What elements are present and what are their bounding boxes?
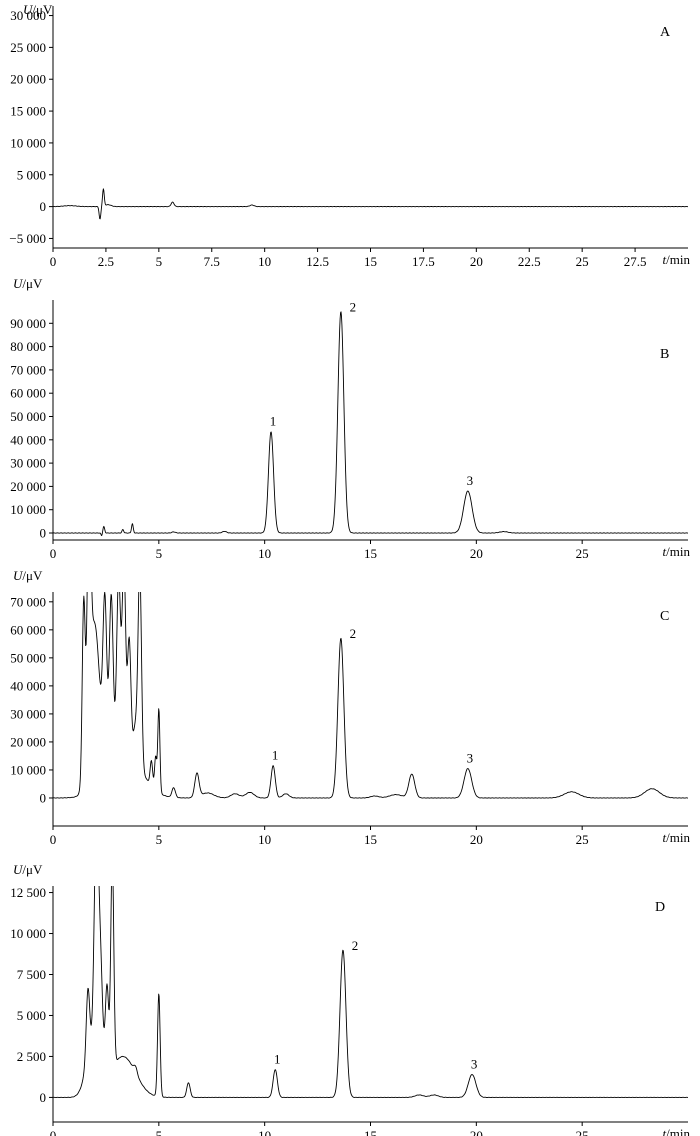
x-tick-label: 20: [470, 832, 483, 847]
x-tick-label: 7.5: [204, 254, 220, 269]
peak-label-2: 2: [350, 626, 357, 641]
peak-label-2: 2: [350, 300, 357, 315]
y-tick-label: 7 500: [17, 967, 46, 982]
y-tick-label: 2 500: [17, 1049, 46, 1064]
x-tick-label: 15: [364, 546, 377, 561]
x-tick-label: 0: [50, 546, 57, 561]
y-tick-label: 20 000: [10, 734, 46, 749]
chart-panel-d: 0 2 500 5 000 7 500 10 000 12 500 0 5 10 15 20 25 U/…: [10, 862, 691, 1136]
chart-panel-a: −5 000 0 5 000 10 000 15 000 20 000 25 000 30 0…: [9, 2, 690, 269]
y-tick-label: 10 000: [10, 502, 46, 517]
y-tick-label: −5 000: [9, 231, 46, 246]
x-tick-label: 15: [364, 1128, 377, 1136]
x-tick-label: 25: [576, 546, 589, 561]
y-tick-label: 10 000: [10, 926, 46, 941]
y-axis-label: U/μV: [13, 568, 43, 583]
y-tick-label: 80 000: [10, 339, 46, 354]
x-tick-label: 10: [258, 546, 271, 561]
x-tick-label: 20: [470, 1128, 483, 1136]
y-tick-label: 0: [40, 199, 47, 214]
peak-label-2: 2: [352, 938, 359, 953]
y-tick-label: 40 000: [10, 678, 46, 693]
x-axis-label: t/min: [663, 252, 691, 267]
y-tick-label: 60 000: [10, 386, 46, 401]
y-tick-label: 90 000: [10, 316, 46, 331]
y-tick-label: 20 000: [10, 479, 46, 494]
x-tick-label: 25: [576, 832, 589, 847]
y-tick-label: 5 000: [17, 1008, 46, 1023]
x-tick-label: 5: [156, 832, 163, 847]
x-tick-label: 12.5: [306, 254, 329, 269]
y-tick-label: 20 000: [10, 72, 46, 87]
peak-label-3: 3: [467, 751, 474, 766]
peak-label-3: 3: [467, 473, 474, 488]
y-tick-label: 12 500: [10, 885, 46, 900]
x-tick-label: 20: [470, 254, 483, 269]
x-axis-label: t/min: [663, 544, 691, 559]
y-axis-label: U/μV: [13, 276, 43, 291]
x-tick-label: 25: [576, 254, 589, 269]
y-axis-label: U/μV: [23, 2, 53, 17]
y-tick-label: 50 000: [10, 650, 46, 665]
panel-letter: B: [660, 347, 669, 362]
y-tick-label: 0: [40, 1090, 47, 1105]
panel-letter: D: [655, 900, 665, 915]
y-tick-label: 60 000: [10, 622, 46, 637]
panel-letter: A: [660, 25, 671, 40]
x-tick-label: 5: [156, 254, 163, 269]
x-tick-label: 0: [50, 832, 57, 847]
chromatogram-trace: [53, 886, 688, 1099]
x-tick-label: 22.5: [518, 254, 541, 269]
x-tick-label: 10: [258, 254, 271, 269]
y-tick-label: 30 000: [10, 8, 46, 23]
y-tick-label: 70 000: [10, 362, 46, 377]
x-tick-label: 2.5: [98, 254, 114, 269]
peak-label-3: 3: [471, 1056, 478, 1071]
x-tick-label: 17.5: [412, 254, 435, 269]
peak-label-1: 1: [274, 1052, 281, 1067]
x-tick-label: 25: [576, 1128, 589, 1136]
y-tick-label: 15 000: [10, 104, 46, 119]
x-tick-label: 0: [50, 1128, 57, 1136]
x-tick-label: 0: [50, 254, 57, 269]
x-tick-label: 10: [258, 832, 271, 847]
y-tick-label: 5 000: [17, 167, 46, 182]
y-tick-label: 70 000: [10, 594, 46, 609]
chart-panel-b: 0 10 000 20 000 30 000 40 000 50 000 60 000 70 …: [10, 276, 690, 561]
x-tick-label: 15: [364, 254, 377, 269]
y-tick-label: 40 000: [10, 432, 46, 447]
y-tick-label: 10 000: [10, 135, 46, 150]
panel-letter: C: [660, 609, 669, 624]
chart-panel-c: 0 10 000 20 000 30 000 40 000 50 000 60 000 70 …: [10, 568, 691, 847]
x-axis-label: t/min: [663, 1126, 691, 1136]
y-axis-label: U/μV: [13, 862, 43, 877]
x-tick-label: 5: [156, 546, 163, 561]
chromatogram-trace: [53, 592, 688, 799]
y-tick-label: 30 000: [10, 706, 46, 721]
y-tick-label: 0: [40, 526, 47, 541]
y-tick-label: 10 000: [10, 762, 46, 777]
chromatogram-trace: [53, 188, 688, 220]
chromatogram-trace: [53, 311, 688, 536]
y-tick-label: 25 000: [10, 40, 46, 55]
x-tick-label: 10: [258, 1128, 271, 1136]
x-tick-label: 27.5: [624, 254, 647, 269]
y-tick-label: 0: [40, 790, 47, 805]
y-tick-label: 30 000: [10, 456, 46, 471]
x-tick-label: 5: [156, 1128, 163, 1136]
x-tick-label: 20: [470, 546, 483, 561]
peak-label-1: 1: [270, 414, 277, 429]
y-tick-label: 50 000: [10, 409, 46, 424]
x-axis-label: t/min: [663, 830, 691, 845]
peak-label-1: 1: [272, 748, 279, 763]
x-tick-label: 15: [364, 832, 377, 847]
